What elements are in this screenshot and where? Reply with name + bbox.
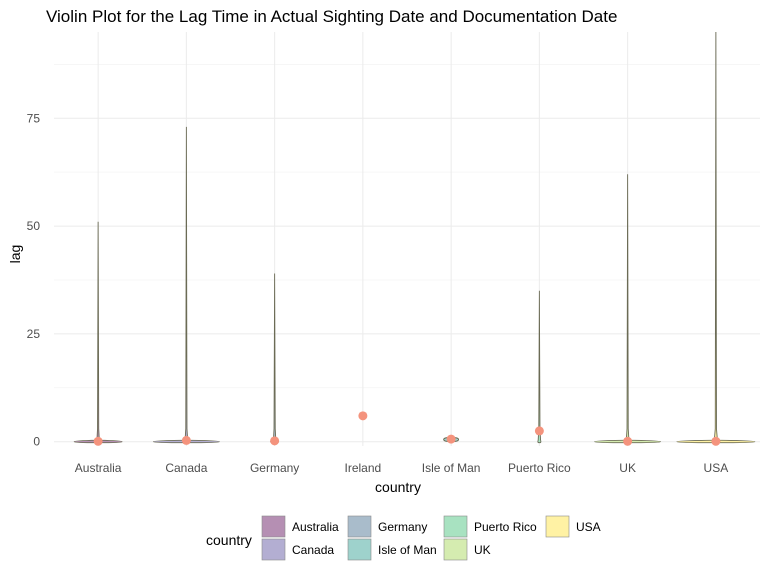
legend-label: UK bbox=[474, 543, 491, 557]
x-tick-label: USA bbox=[704, 461, 729, 475]
y-tick-label: 75 bbox=[27, 111, 41, 125]
x-tick-label: Isle of Man bbox=[422, 461, 481, 475]
legend-key-usa bbox=[545, 515, 570, 538]
legend-label: USA bbox=[576, 520, 601, 534]
legend-label: Germany bbox=[378, 520, 427, 534]
mean-point-uk bbox=[623, 436, 633, 446]
legend-key-uk bbox=[443, 538, 468, 561]
legend: country Australia Canada Germany Isle of Ma… bbox=[206, 515, 601, 561]
legend-label: Puerto Rico bbox=[474, 520, 537, 534]
legend-key-australia bbox=[261, 515, 286, 538]
violin-germany bbox=[270, 273, 280, 444]
x-tick-label: Germany bbox=[250, 461, 299, 475]
x-axis-title: country bbox=[375, 479, 421, 495]
x-tick-label: Ireland bbox=[345, 461, 382, 475]
y-axis-ticks: 0 25 50 75 bbox=[27, 111, 41, 448]
y-tick-label: 25 bbox=[27, 327, 41, 341]
mean-points bbox=[93, 411, 721, 446]
x-tick-label: Puerto Rico bbox=[508, 461, 571, 475]
legend-key-puerto-rico bbox=[443, 515, 468, 538]
violin-australia bbox=[73, 221, 123, 444]
mean-point-canada bbox=[181, 435, 191, 445]
y-tick-label: 50 bbox=[27, 219, 41, 233]
violin-canada bbox=[152, 126, 220, 444]
mean-point-germany bbox=[270, 436, 280, 446]
y-tick-label: 0 bbox=[33, 435, 40, 449]
legend-key-canada bbox=[261, 538, 286, 561]
mean-point-usa bbox=[711, 436, 721, 446]
y-axis-title: lag bbox=[7, 245, 23, 264]
mean-point-ireland bbox=[358, 411, 368, 421]
legend-key-isle-of-man bbox=[347, 538, 372, 561]
mean-point-australia bbox=[93, 436, 103, 446]
legend-key-germany bbox=[347, 515, 372, 538]
legend-label: Australia bbox=[292, 520, 339, 534]
chart-title: Violin Plot for the Lag Time in Actual S… bbox=[46, 7, 617, 26]
violins bbox=[73, 31, 756, 444]
violin-usa bbox=[676, 31, 756, 444]
grid bbox=[54, 32, 760, 446]
legend-label: Canada bbox=[292, 543, 334, 557]
mean-point-isle-of-man bbox=[446, 434, 456, 444]
x-tick-label: Canada bbox=[165, 461, 207, 475]
legend-title: country bbox=[206, 532, 252, 548]
x-axis-ticks: Australia Canada Germany Ireland Isle of Man… bbox=[75, 461, 728, 475]
violin-uk bbox=[594, 174, 662, 444]
legend-label: Isle of Man bbox=[378, 543, 437, 557]
x-tick-label: UK bbox=[619, 461, 636, 475]
mean-point-puerto-rico bbox=[534, 426, 544, 436]
x-tick-label: Australia bbox=[75, 461, 122, 475]
violin-puerto-rico bbox=[537, 290, 542, 444]
